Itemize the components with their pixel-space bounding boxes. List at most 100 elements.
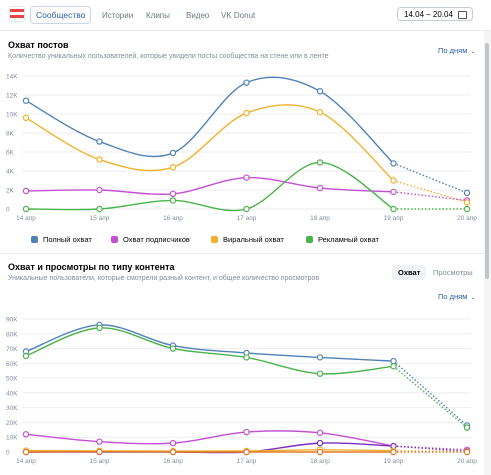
y-tick-label: 4K (6, 169, 15, 176)
data-point (243, 79, 250, 86)
data-point (22, 187, 30, 195)
x-tick-label: 19 апр (384, 458, 404, 465)
x-tick-label: 19 апр (384, 215, 404, 222)
series-forecast-line-1 (393, 191, 468, 202)
y-tick-label: 40K (6, 390, 18, 397)
y-tick-label: 12K (6, 93, 18, 100)
data-point (22, 205, 30, 213)
data-point (96, 324, 103, 332)
content-reach-chart: 0 10K 20K 30K 40K 50K 60K 70K 80K 90K 14 апр 15 апр… (6, 317, 477, 466)
data-point (169, 190, 177, 198)
tab-vk-donut[interactable]: VK Donut (221, 11, 256, 20)
data-point (390, 188, 397, 196)
legend-item-ad-reach[interactable]: Рекламный охват (306, 235, 379, 244)
data-point (316, 88, 324, 95)
data-point (390, 205, 397, 213)
data-point (463, 189, 471, 197)
series-line-1 (25, 176, 394, 195)
section-title-content-reach: Охват и просмотры по типу контента (8, 262, 175, 272)
tab-stories[interactable]: Истории (102, 11, 134, 20)
data-point (316, 439, 324, 447)
data-point (463, 199, 471, 206)
data-point (243, 205, 250, 213)
community-logo[interactable] (9, 6, 25, 22)
x-tick-label: 18 апр (310, 215, 330, 222)
legend-item-full-reach[interactable]: Полный охват (31, 235, 92, 244)
series-line-2 (25, 104, 394, 182)
toggle-views[interactable]: Просмотры (433, 268, 473, 277)
y-tick-label: 90K (6, 317, 18, 324)
data-point (96, 205, 103, 213)
y-tick-label: 70K (6, 346, 18, 353)
data-point (169, 345, 177, 352)
x-tick-label: 15 апр (90, 458, 110, 465)
x-tick-label: 16 апр (163, 458, 183, 465)
data-point (243, 448, 250, 456)
data-point (22, 352, 30, 360)
x-tick-label: 16 апр (163, 215, 183, 222)
data-point (463, 205, 471, 213)
legend-swatch (306, 236, 313, 243)
legend-item-viral-reach[interactable]: Виральный охват (211, 235, 284, 244)
data-point (169, 439, 177, 447)
data-point (96, 138, 103, 145)
section-subtitle-content-reach: Уникальные пользователи, которые смотрел… (8, 275, 320, 282)
data-point (169, 163, 177, 171)
period-dropdown-2[interactable]: По дням ⌄ (438, 292, 475, 301)
series-forecast-line-0 (393, 360, 468, 426)
date-range-picker[interactable]: 14.04 – 20.04 (397, 7, 473, 21)
chevron-down-icon: ⌄ (470, 49, 476, 55)
data-point (390, 177, 397, 184)
series-forecast-line-2 (393, 179, 468, 204)
x-tick-label: 14 апр (16, 215, 36, 222)
date-range-text: 14.04 – 20.04 (404, 10, 453, 19)
y-tick-label: 20K (6, 420, 18, 427)
top-navigation: Сообщество Истории Клипы Видео VK Donut … (0, 0, 491, 30)
legend-label: Охват подписчиков (123, 235, 190, 244)
legend-label: Виральный охват (223, 235, 284, 244)
x-tick-label: 17 апр (237, 215, 257, 222)
tab-community[interactable]: Сообщество (30, 6, 92, 24)
tab-video[interactable]: Видео (186, 11, 210, 20)
post-reach-chart: 0 2K 4K 6K 8K 10K 12K 14K 14 апр 15 апр 16 апр 17 а… (6, 74, 477, 223)
data-point (316, 159, 324, 166)
y-tick-label: 0 (6, 450, 10, 457)
data-point (390, 160, 397, 167)
y-tick-label: 8K (6, 131, 15, 138)
top-divider (0, 30, 491, 31)
legend-swatch (211, 236, 218, 243)
data-point (390, 357, 397, 365)
data-point (316, 354, 324, 361)
data-point (169, 149, 177, 157)
y-tick-label: 0 (6, 207, 10, 214)
series-line-2 (25, 430, 394, 447)
data-point (169, 448, 177, 456)
data-point (22, 448, 30, 456)
y-tick-label: 6K (6, 150, 15, 157)
data-point (96, 438, 103, 445)
y-tick-label: 30K (6, 405, 18, 412)
y-tick-label: 50K (6, 376, 18, 383)
y-tick-label: 10K (6, 435, 18, 442)
data-point (316, 108, 324, 116)
data-point (243, 354, 250, 361)
data-point (390, 448, 397, 456)
scrollbar-thumb[interactable] (485, 43, 489, 279)
tab-clips[interactable]: Клипы (146, 11, 170, 20)
chevron-down-icon: ⌄ (470, 295, 476, 301)
series-line-1 (25, 327, 394, 375)
toggle-reach[interactable]: Охват (392, 265, 427, 280)
legend-item-subscribers-reach[interactable]: Охват подписчиков (111, 235, 190, 244)
section-title-post-reach: Охват постов (8, 40, 69, 50)
data-point (169, 197, 177, 204)
data-point (22, 431, 30, 438)
data-point (96, 156, 103, 163)
data-point (243, 109, 250, 117)
data-point (316, 184, 324, 192)
period-dropdown-1[interactable]: По дням ⌄ (438, 46, 475, 55)
data-point (316, 448, 324, 456)
y-tick-label: 14K (6, 74, 18, 81)
series-line-4 (25, 449, 394, 452)
x-tick-label: 14 апр (16, 458, 36, 465)
data-point (96, 186, 103, 194)
